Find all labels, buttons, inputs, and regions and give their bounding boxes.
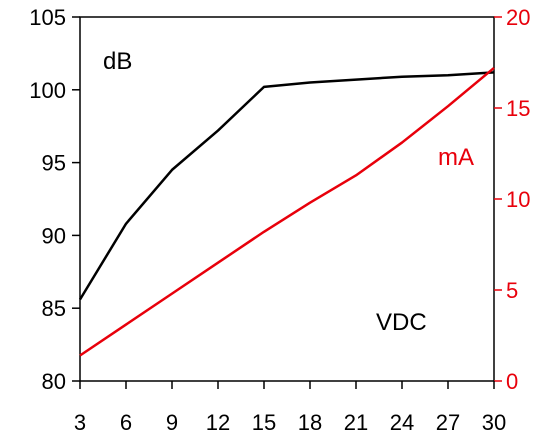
right-tick-label: 15	[506, 96, 530, 121]
x-tick-label: 15	[252, 410, 276, 435]
right-axis: 0 5 10 15 20	[494, 5, 530, 394]
series-line-ma	[79, 66, 495, 357]
x-tick-label: 6	[120, 410, 132, 435]
left-tick-label: 100	[29, 78, 66, 103]
x-tick-label: 30	[482, 410, 506, 435]
left-axis: 80 85 90 95 100 105	[29, 5, 80, 394]
db-annotation: dB	[103, 48, 132, 75]
x-tick-label: 12	[206, 410, 230, 435]
left-tick-label: 85	[42, 296, 66, 321]
x-tick-label: 21	[344, 410, 368, 435]
x-axis: 3 6 9 12 15 18 21 24 27 30	[74, 381, 506, 435]
x-tick-label: 3	[74, 410, 86, 435]
left-tick-label: 95	[42, 151, 66, 176]
series-layer	[78, 66, 495, 357]
series-line-db	[78, 71, 495, 301]
left-tick-label: 105	[29, 5, 66, 30]
x-tick-label: 9	[166, 410, 178, 435]
left-tick-label: 90	[42, 223, 66, 248]
right-tick-label: 10	[506, 187, 530, 212]
plot-frame	[79, 16, 495, 382]
right-tick-label: 0	[506, 369, 518, 394]
right-tick-label: 5	[506, 278, 518, 303]
x-tick-label: 27	[436, 410, 460, 435]
left-tick-label: 80	[42, 369, 66, 394]
x-tick-label: 18	[298, 410, 322, 435]
vdc-annotation: VDC	[376, 309, 427, 336]
x-tick-label: 24	[390, 410, 414, 435]
ma-annotation: mA	[438, 144, 474, 171]
right-tick-label: 20	[506, 5, 530, 30]
